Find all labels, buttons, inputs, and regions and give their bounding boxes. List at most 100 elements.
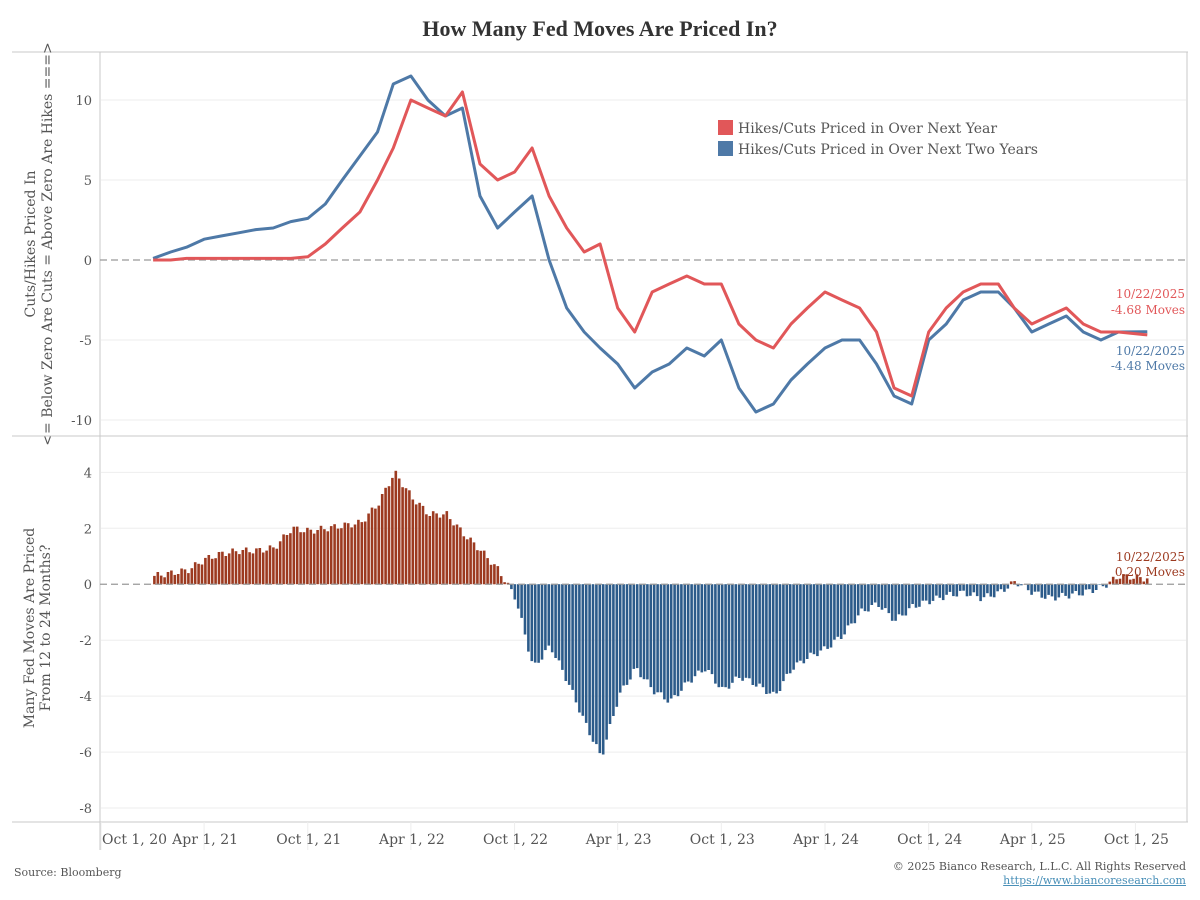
bar <box>190 568 194 585</box>
bar <box>890 584 894 621</box>
bar <box>595 584 598 745</box>
top-ylabel-line1: Cuts/Hikes Priced In <box>23 170 39 317</box>
bar <box>1094 584 1098 590</box>
bar <box>979 584 982 602</box>
bar <box>472 542 476 585</box>
bar <box>1016 584 1020 587</box>
bar <box>948 584 952 592</box>
bar <box>493 564 496 585</box>
top-series-lines <box>152 74 1148 414</box>
bar <box>1006 584 1010 589</box>
bar <box>343 522 347 585</box>
bar <box>945 584 948 595</box>
bar <box>224 556 228 585</box>
bar <box>962 584 965 591</box>
bar <box>1043 584 1047 599</box>
bar <box>1037 584 1040 592</box>
bar <box>360 522 364 585</box>
x-tick-label: Apr 1, 24 <box>792 832 859 848</box>
bar <box>180 568 183 585</box>
website-link[interactable]: https://www.biancoresearch.com <box>1003 874 1186 887</box>
bar <box>591 584 595 742</box>
bar <box>578 584 581 713</box>
bar <box>758 584 761 684</box>
bar <box>258 548 262 585</box>
bar <box>792 584 795 670</box>
bar <box>486 558 489 585</box>
bar <box>377 505 381 585</box>
legend-label-next-year: Hikes/Cuts Priced in Over Next Year <box>738 121 997 137</box>
bar <box>996 584 999 592</box>
bar <box>1091 584 1095 593</box>
bar <box>435 513 438 585</box>
bottom-bars <box>153 470 1149 755</box>
bar <box>649 584 653 688</box>
bar <box>714 584 717 684</box>
bar <box>795 584 799 663</box>
bar <box>1145 578 1149 585</box>
bar <box>805 584 809 659</box>
bar <box>877 584 880 607</box>
bar <box>1088 584 1091 590</box>
bar <box>850 584 853 624</box>
bar <box>496 566 500 585</box>
bar <box>173 574 177 585</box>
bar <box>506 582 510 585</box>
bar <box>326 531 330 585</box>
bar <box>183 569 187 585</box>
bar <box>710 584 714 675</box>
bar <box>1074 584 1078 591</box>
series-line-next-two-years <box>152 74 1148 414</box>
bar <box>459 527 462 585</box>
bar <box>238 554 241 585</box>
bar <box>935 584 938 596</box>
bar <box>775 584 778 694</box>
bar <box>306 527 309 585</box>
bar <box>724 584 727 688</box>
bar <box>771 584 775 692</box>
series-line-next-year <box>153 90 1148 398</box>
bar <box>884 584 887 609</box>
bar <box>204 557 207 585</box>
bottom-panel: 4 2 0 -2 -4 -6 -8 Many Fed Moves Are Priced Fr… <box>12 435 1188 850</box>
bar <box>975 584 979 597</box>
bar <box>720 584 724 687</box>
bar <box>554 584 557 658</box>
bar <box>574 584 578 703</box>
bottom-y-tick-label: -4 <box>79 690 92 705</box>
bar <box>193 562 197 585</box>
bar <box>612 584 615 716</box>
bottom-y-tick-label: 2 <box>84 522 92 537</box>
bar <box>642 584 646 680</box>
bar <box>1142 581 1146 585</box>
bar <box>387 486 391 585</box>
x-tick-label: Oct 1, 21 <box>276 832 341 848</box>
bar <box>346 523 350 585</box>
bar <box>380 494 384 585</box>
bar <box>1077 584 1081 596</box>
bar <box>462 536 466 585</box>
bar <box>333 524 336 585</box>
bar <box>445 511 449 585</box>
bar <box>669 584 673 699</box>
bar <box>754 584 758 687</box>
bar <box>248 552 251 585</box>
bar <box>170 570 173 585</box>
bottom-y-tick-label: -6 <box>79 746 92 761</box>
bar <box>292 526 296 585</box>
bar <box>476 550 479 585</box>
bar <box>503 582 506 585</box>
x-axis-ticks: Oct 1, 20 Apr 1, 21 Oct 1, 21 Apr 1, 22 Oct … <box>100 822 1169 850</box>
top-y-tick-label: 0 <box>84 254 92 269</box>
copyright-block: © 2025 Bianco Research, L.L.C. All Right… <box>893 860 1186 888</box>
bar <box>1105 584 1108 588</box>
x-tick-label: Apr 1, 21 <box>171 832 238 848</box>
legend-swatch-next-year <box>718 120 733 135</box>
bar <box>1084 584 1088 590</box>
bar <box>999 584 1003 590</box>
bar <box>911 584 914 604</box>
bar <box>431 511 435 585</box>
bar <box>833 584 836 640</box>
bottom-y-tick-label: 0 <box>84 578 92 593</box>
bar <box>544 584 547 651</box>
